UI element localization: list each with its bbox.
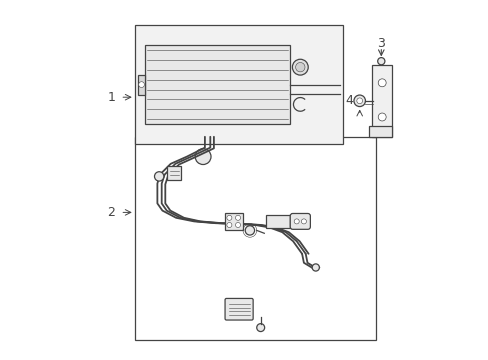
Bar [368, 126, 391, 137]
Circle shape [235, 222, 240, 228]
Circle shape [256, 324, 264, 332]
Text: 1: 1 [107, 91, 115, 104]
Circle shape [154, 172, 163, 181]
FancyBboxPatch shape [289, 213, 310, 229]
Circle shape [292, 59, 307, 75]
Bar [167, 166, 181, 180]
Circle shape [356, 98, 362, 104]
Circle shape [235, 215, 240, 220]
Bar [224, 213, 242, 230]
Text: 2: 2 [107, 206, 115, 219]
Bar [134, 137, 375, 340]
Circle shape [377, 58, 384, 65]
Circle shape [226, 222, 231, 228]
Circle shape [301, 219, 306, 224]
Text: 3: 3 [377, 37, 385, 50]
Circle shape [294, 219, 299, 224]
Circle shape [195, 149, 211, 165]
Circle shape [244, 226, 254, 235]
Circle shape [295, 63, 305, 72]
Circle shape [353, 95, 365, 107]
Text: 4: 4 [344, 94, 352, 107]
Bar [134, 25, 343, 144]
Bar [265, 215, 289, 228]
Bar [145, 45, 289, 124]
Bar [371, 65, 391, 137]
Circle shape [377, 113, 386, 121]
Circle shape [311, 264, 319, 271]
FancyBboxPatch shape [224, 298, 253, 320]
Bar [137, 75, 145, 94]
Circle shape [377, 79, 386, 87]
Circle shape [139, 82, 144, 87]
Circle shape [226, 215, 231, 220]
